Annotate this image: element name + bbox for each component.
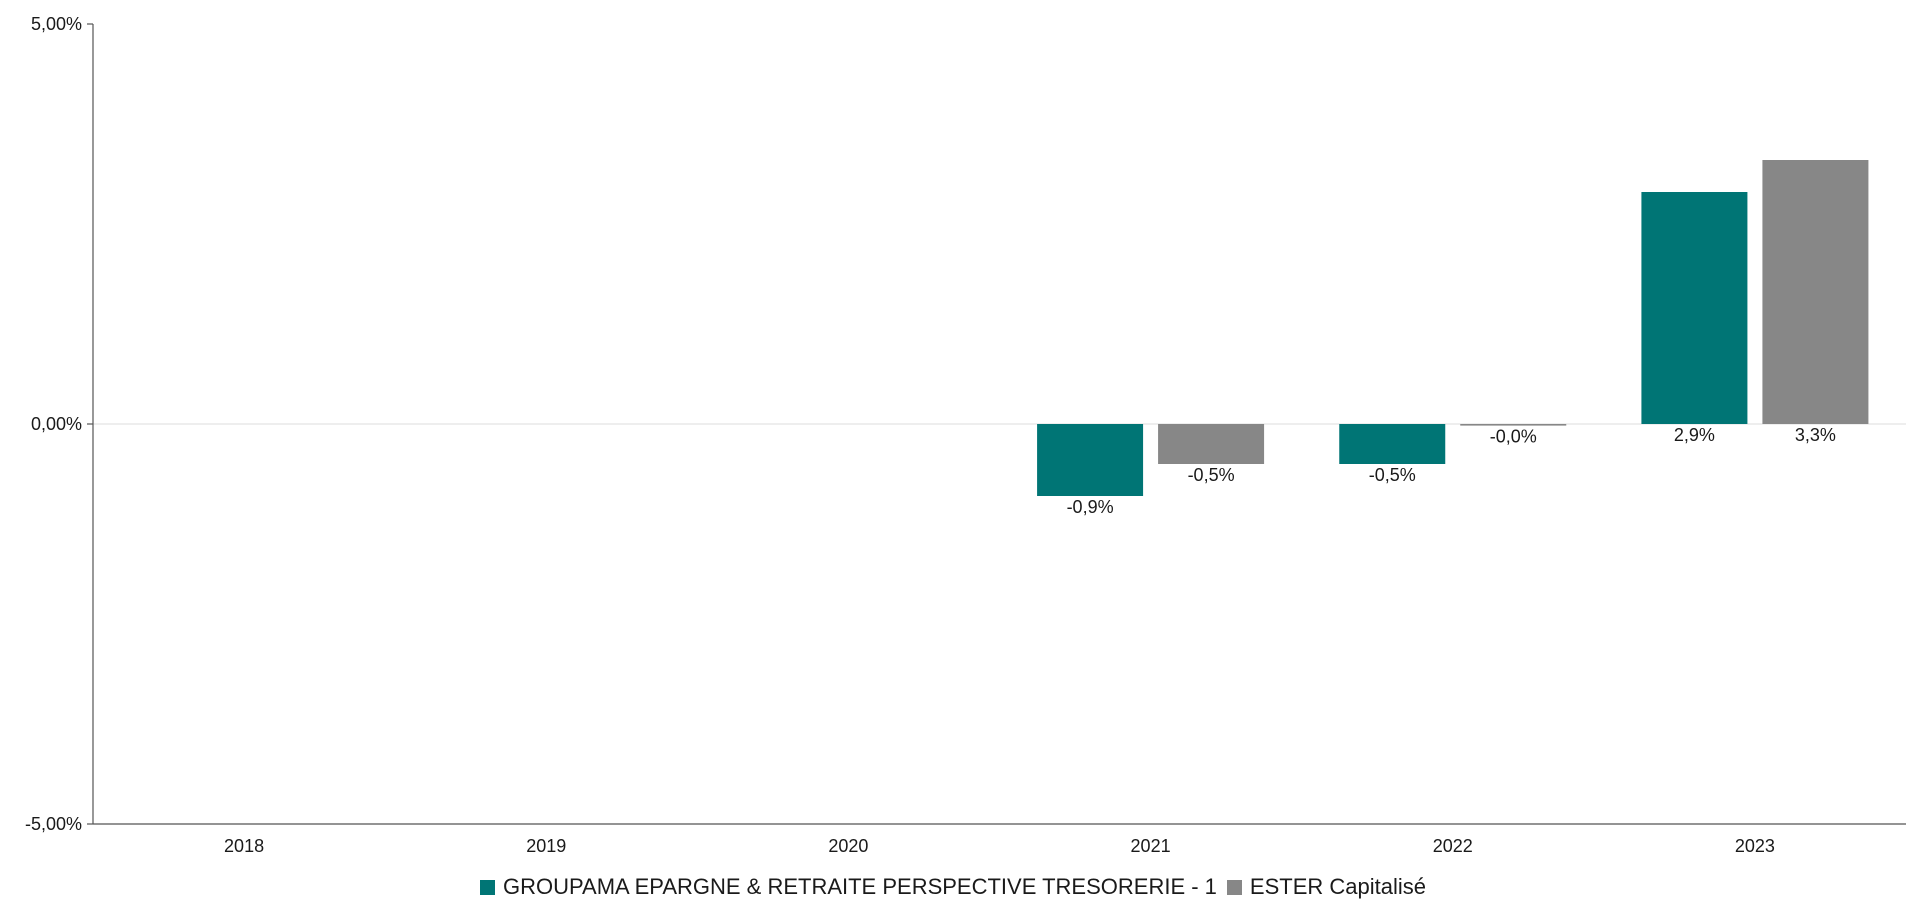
legend-swatch-benchmark (1226, 879, 1242, 895)
data-label: -0,9% (1067, 497, 1114, 517)
legend: GROUPAMA EPARGNE & RETRAITE PERSPECTIVE … (0, 874, 1906, 900)
x-tick-label: 2019 (526, 836, 566, 856)
y-tick-label: 5,00% (31, 14, 82, 34)
legend-label-benchmark: ESTER Capitalisé (1249, 874, 1426, 899)
legend-item-fund: GROUPAMA EPARGNE & RETRAITE PERSPECTIVE … (479, 874, 1217, 900)
data-label: 2,9% (1674, 425, 1715, 445)
x-tick-label: 2021 (1131, 836, 1171, 856)
data-label: -0,0% (1490, 427, 1537, 447)
legend-swatch-fund (479, 879, 495, 895)
bar-chart: 5,00% 0,00% -5,00% 2018 2019 2020 2021 -0,9% -0,… (25, 14, 1906, 856)
bar (1158, 424, 1265, 464)
legend-item-benchmark: ESTER Capitalisé (1226, 874, 1426, 900)
bar (1762, 160, 1869, 424)
legend-label-fund: GROUPAMA EPARGNE & RETRAITE PERSPECTIVE … (502, 874, 1217, 899)
data-label: -0,5% (1188, 465, 1235, 485)
bar (1460, 424, 1567, 426)
y-tick-label: 0,00% (31, 414, 82, 434)
data-label: 3,3% (1795, 425, 1836, 445)
data-label: -0,5% (1369, 465, 1416, 485)
bar (1339, 424, 1446, 464)
bar (1641, 192, 1748, 424)
x-tick-label: 2023 (1735, 836, 1775, 856)
bar (1037, 424, 1144, 496)
x-tick-label: 2020 (828, 836, 868, 856)
y-tick-label: -5,00% (25, 814, 82, 834)
x-tick-label: 2022 (1433, 836, 1473, 856)
x-tick-label: 2018 (224, 836, 264, 856)
